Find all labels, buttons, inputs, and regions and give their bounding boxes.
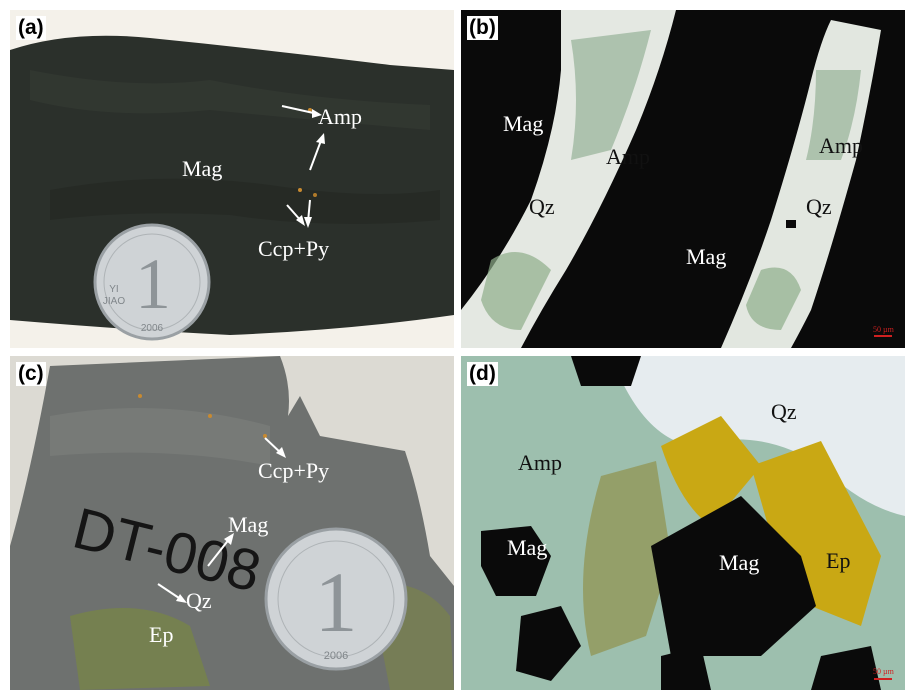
- coin-icon: [264, 527, 408, 671]
- scale-text-d: 50 µm: [873, 667, 894, 676]
- coin-digit: 1: [135, 244, 171, 324]
- coin-icon: [93, 223, 211, 341]
- label-mag: Mag: [182, 156, 223, 181]
- panel-d-photo: [461, 356, 905, 690]
- scale-bar-d: [874, 678, 892, 680]
- label-amp: Amp: [518, 450, 562, 475]
- panel-c-hand-specimen: DT-008 1 2006 (c) Ccp+Py Mag Qz Ep: [10, 356, 454, 690]
- label-qz-1: Qz: [529, 194, 555, 219]
- label-mag-2: Mag: [686, 244, 727, 269]
- svg-text:1: 1: [315, 554, 358, 650]
- coin-year: 2006: [141, 323, 164, 334]
- coin-latin: YI: [109, 284, 118, 295]
- label-ep: Ep: [149, 622, 174, 647]
- scale-bar-b: [874, 335, 892, 337]
- label-amp-1: Amp: [606, 144, 650, 169]
- panel-d-photomicrograph: (d) Qz Amp Mag Mag Ep 50 µm: [461, 356, 905, 690]
- panel-c-label: (c): [16, 362, 46, 386]
- panel-a-hand-specimen: 1 YI JIAO 2006 (a) Mag Amp Ccp+Py: [10, 10, 454, 348]
- label-qz: Qz: [186, 588, 212, 613]
- magnetite-grain-large: [651, 496, 816, 656]
- label-mag-1: Mag: [503, 111, 544, 136]
- panel-c-photo: DT-008 1 2006: [10, 356, 454, 690]
- label-amp: Amp: [318, 104, 362, 129]
- panel-d-label: (d): [467, 362, 498, 386]
- label-mag: Mag: [228, 512, 269, 537]
- label-amp-2: Amp: [819, 133, 863, 158]
- scale-text-b: 50 µm: [873, 325, 894, 334]
- label-qz-2: Qz: [806, 194, 832, 219]
- label-mag-2: Mag: [719, 550, 760, 575]
- label-ccp-py: Ccp+Py: [258, 458, 330, 483]
- label-ccp-py: Ccp+Py: [258, 236, 330, 261]
- panel-a-label: (a): [16, 16, 46, 40]
- label-qz: Qz: [771, 399, 797, 424]
- svg-text:2006: 2006: [324, 650, 348, 662]
- panel-a-photo: 1 YI JIAO 2006: [10, 10, 454, 348]
- svg-text:JIAO: JIAO: [103, 296, 125, 307]
- magnetite-grain-small: [481, 526, 551, 596]
- panel-b-label: (b): [467, 16, 498, 40]
- label-ep: Ep: [826, 548, 851, 573]
- label-mag-1: Mag: [507, 535, 548, 560]
- panel-b-photo: [461, 10, 905, 348]
- panel-b-photomicrograph: (b) Mag Amp Qz Mag Amp Qz 50 µm: [461, 10, 905, 348]
